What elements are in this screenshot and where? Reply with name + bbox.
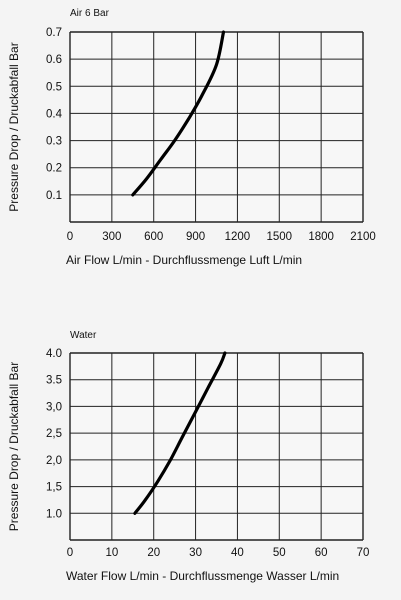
y-tick-label: 0.4 [46,108,63,120]
y-tick-label: 4.0 [46,348,62,360]
series-line [131,30,226,197]
y-tick-label: 0.3 [46,136,62,148]
chart-title: Water [70,330,97,341]
x-tick-label: 2100 [350,231,376,243]
x-tick-label: 10 [105,547,118,559]
plot-area [70,353,363,540]
y-tick-label: 1,5 [46,482,62,494]
y-tick-label: 3,0 [46,401,62,413]
chart-1: 0 10 20 30 40 50 60 70 1.0 1,5 2,0 2,5 3,0 3.5 4.0 Wate… [7,330,369,583]
y-axis-label: Pressure Drop / Druckabfall Bar [7,42,21,211]
x-axis-label: Air Flow L/min - Durchflussmenge Luft L/… [66,253,302,267]
x-tick-label: 30 [189,547,202,559]
x-tick-label: 20 [147,547,160,559]
chart-title: Air 6 Bar [70,8,110,19]
series-line [133,351,227,515]
y-tick-label: 2,5 [46,428,62,440]
y-tick-label: 0.1 [46,190,62,202]
y-tick-label: 0.2 [46,163,62,175]
y-tick-label: 0.5 [46,81,62,93]
x-tick-label: 70 [357,547,370,559]
x-tick-label: 1500 [266,231,292,243]
x-tick-label: 300 [102,231,121,243]
x-tick-label: 900 [186,231,205,243]
y-tick-label: 0.6 [46,54,62,66]
x-tick-label: 1200 [225,231,251,243]
x-tick-label: 60 [315,547,328,559]
y-tick-label: 0.7 [46,27,62,39]
y-tick-label: 3.5 [46,375,62,387]
x-tick-label: 50 [273,547,286,559]
x-tick-label: 40 [231,547,244,559]
x-tick-label: 0 [67,547,73,559]
y-tick-label: 1.0 [46,508,62,520]
x-tick-label: 0 [67,231,73,243]
chart-0: 0 300 600 900 1200 1500 1800 2100 0.1 0.2 0.3 0.4 0.… [7,8,376,267]
x-tick-label: 600 [144,231,163,243]
x-axis-label: Water Flow L/min - Durchflussmenge Wasse… [66,569,339,583]
y-tick-label: 2,0 [46,455,62,467]
y-axis-label: Pressure Drop / Druckabfall Bar [7,362,21,531]
x-tick-label: 1800 [308,231,334,243]
